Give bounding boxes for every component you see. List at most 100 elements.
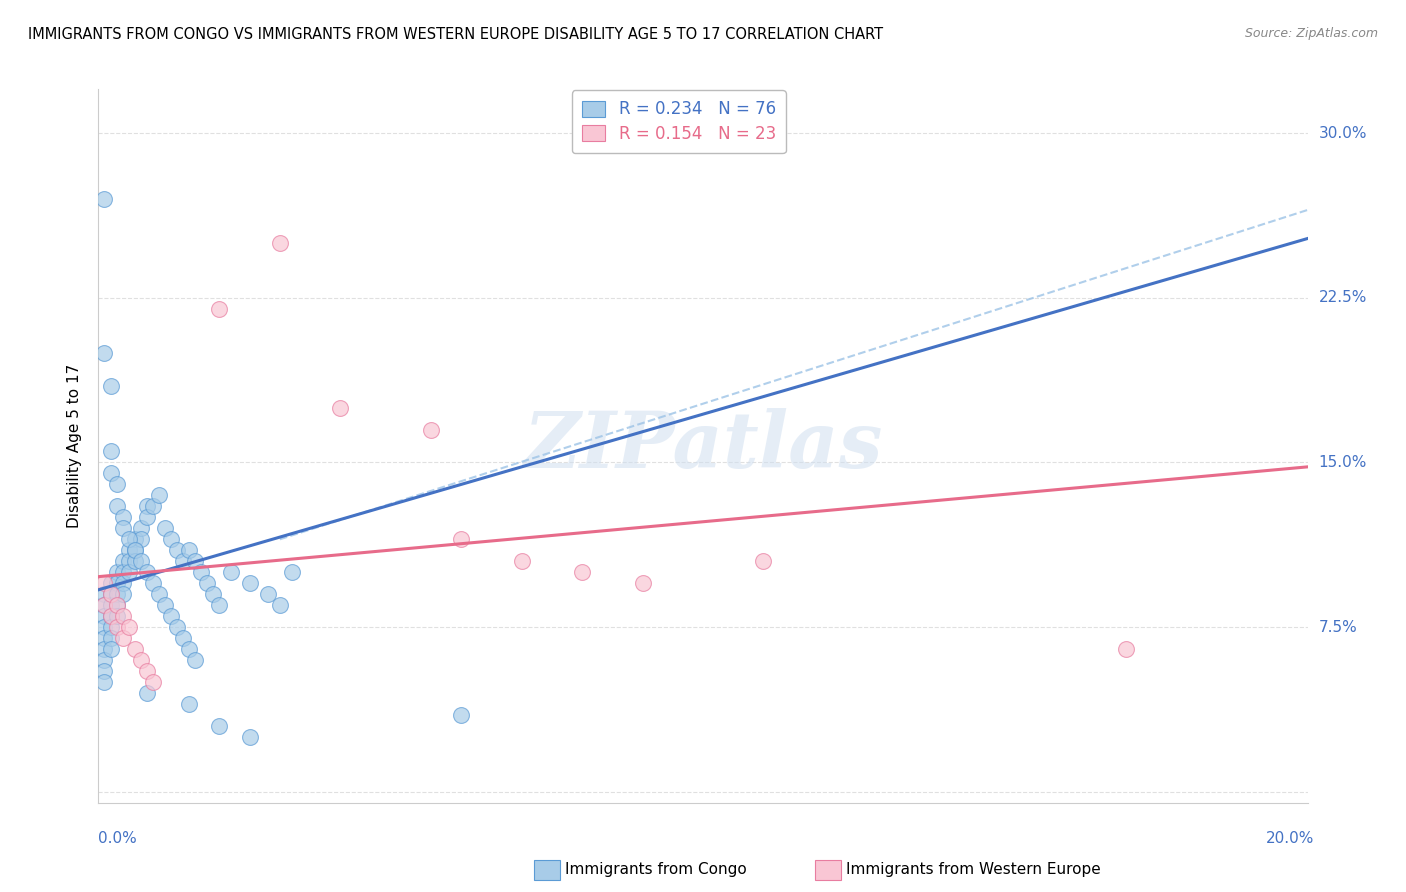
- Point: [93, 664, 115, 678]
- Point: [100, 620, 122, 634]
- Point: [111, 510, 134, 524]
- Point: [256, 587, 278, 601]
- Point: [118, 554, 141, 568]
- Point: [111, 554, 134, 568]
- Text: IMMIGRANTS FROM CONGO VS IMMIGRANTS FROM WESTERN EUROPE DISABILITY AGE 5 TO 17 C: IMMIGRANTS FROM CONGO VS IMMIGRANTS FROM…: [28, 27, 883, 42]
- Point: [450, 533, 472, 547]
- Point: [177, 642, 201, 657]
- Point: [571, 566, 593, 580]
- Point: [221, 566, 243, 580]
- Point: [93, 587, 115, 601]
- Point: [105, 598, 128, 612]
- Text: ZIPatlas: ZIPatlas: [523, 408, 883, 484]
- Text: Immigrants from Congo: Immigrants from Congo: [565, 863, 747, 877]
- Point: [510, 554, 533, 568]
- Text: 7.5%: 7.5%: [1319, 620, 1357, 634]
- Point: [148, 587, 170, 601]
- Point: [142, 576, 165, 591]
- Point: [135, 510, 157, 524]
- Point: [100, 444, 122, 458]
- Point: [93, 631, 115, 645]
- Point: [172, 554, 194, 568]
- Point: [118, 566, 141, 580]
- Point: [239, 576, 262, 591]
- Point: [419, 423, 441, 437]
- Point: [166, 620, 188, 634]
- Point: [142, 675, 165, 690]
- Point: [166, 543, 188, 558]
- Point: [100, 576, 122, 591]
- Point: [93, 620, 115, 634]
- Point: [172, 631, 194, 645]
- Point: [135, 686, 157, 700]
- Point: [93, 609, 115, 624]
- Point: [129, 554, 152, 568]
- Point: [208, 719, 231, 733]
- Point: [111, 521, 134, 535]
- Point: [124, 642, 146, 657]
- Point: [105, 576, 128, 591]
- Point: [190, 566, 212, 580]
- Point: [177, 697, 201, 711]
- Point: [160, 533, 183, 547]
- Point: [124, 543, 146, 558]
- Point: [153, 521, 176, 535]
- Point: [208, 598, 231, 612]
- Point: [100, 631, 122, 645]
- Text: Immigrants from Western Europe: Immigrants from Western Europe: [846, 863, 1101, 877]
- Point: [153, 598, 176, 612]
- Point: [93, 598, 115, 612]
- Y-axis label: Disability Age 5 to 17: Disability Age 5 to 17: [67, 364, 83, 528]
- Point: [111, 631, 134, 645]
- Point: [93, 192, 115, 206]
- Point: [93, 675, 115, 690]
- Point: [105, 598, 128, 612]
- Text: Source: ZipAtlas.com: Source: ZipAtlas.com: [1244, 27, 1378, 40]
- Point: [184, 653, 207, 667]
- Text: 20.0%: 20.0%: [1267, 831, 1315, 846]
- Point: [752, 554, 775, 568]
- Point: [118, 533, 141, 547]
- Point: [135, 664, 157, 678]
- Point: [329, 401, 352, 415]
- Point: [93, 345, 115, 359]
- Point: [105, 609, 128, 624]
- Point: [93, 576, 115, 591]
- Point: [124, 533, 146, 547]
- Point: [208, 301, 231, 316]
- Point: [124, 543, 146, 558]
- Point: [105, 620, 128, 634]
- Point: [111, 587, 134, 601]
- Point: [111, 609, 134, 624]
- Point: [100, 642, 122, 657]
- Point: [124, 554, 146, 568]
- Point: [100, 378, 122, 392]
- Legend: R = 0.234   N = 76, R = 0.154   N = 23: R = 0.234 N = 76, R = 0.154 N = 23: [572, 90, 786, 153]
- Point: [450, 708, 472, 723]
- Point: [269, 598, 291, 612]
- Point: [93, 598, 115, 612]
- Point: [135, 500, 157, 514]
- Point: [202, 587, 225, 601]
- Point: [631, 576, 654, 591]
- Point: [100, 609, 122, 624]
- Point: [111, 566, 134, 580]
- Point: [93, 642, 115, 657]
- Point: [135, 566, 157, 580]
- Point: [1115, 642, 1137, 657]
- Point: [118, 620, 141, 634]
- Text: 15.0%: 15.0%: [1319, 455, 1367, 470]
- Point: [100, 587, 122, 601]
- Point: [100, 467, 122, 481]
- Point: [142, 500, 165, 514]
- Point: [100, 587, 122, 601]
- Point: [269, 235, 291, 250]
- Text: 0.0%: 0.0%: [98, 831, 138, 846]
- Point: [118, 543, 141, 558]
- Point: [129, 533, 152, 547]
- Point: [105, 477, 128, 491]
- Point: [100, 598, 122, 612]
- Point: [239, 730, 262, 744]
- Point: [105, 500, 128, 514]
- Point: [129, 521, 152, 535]
